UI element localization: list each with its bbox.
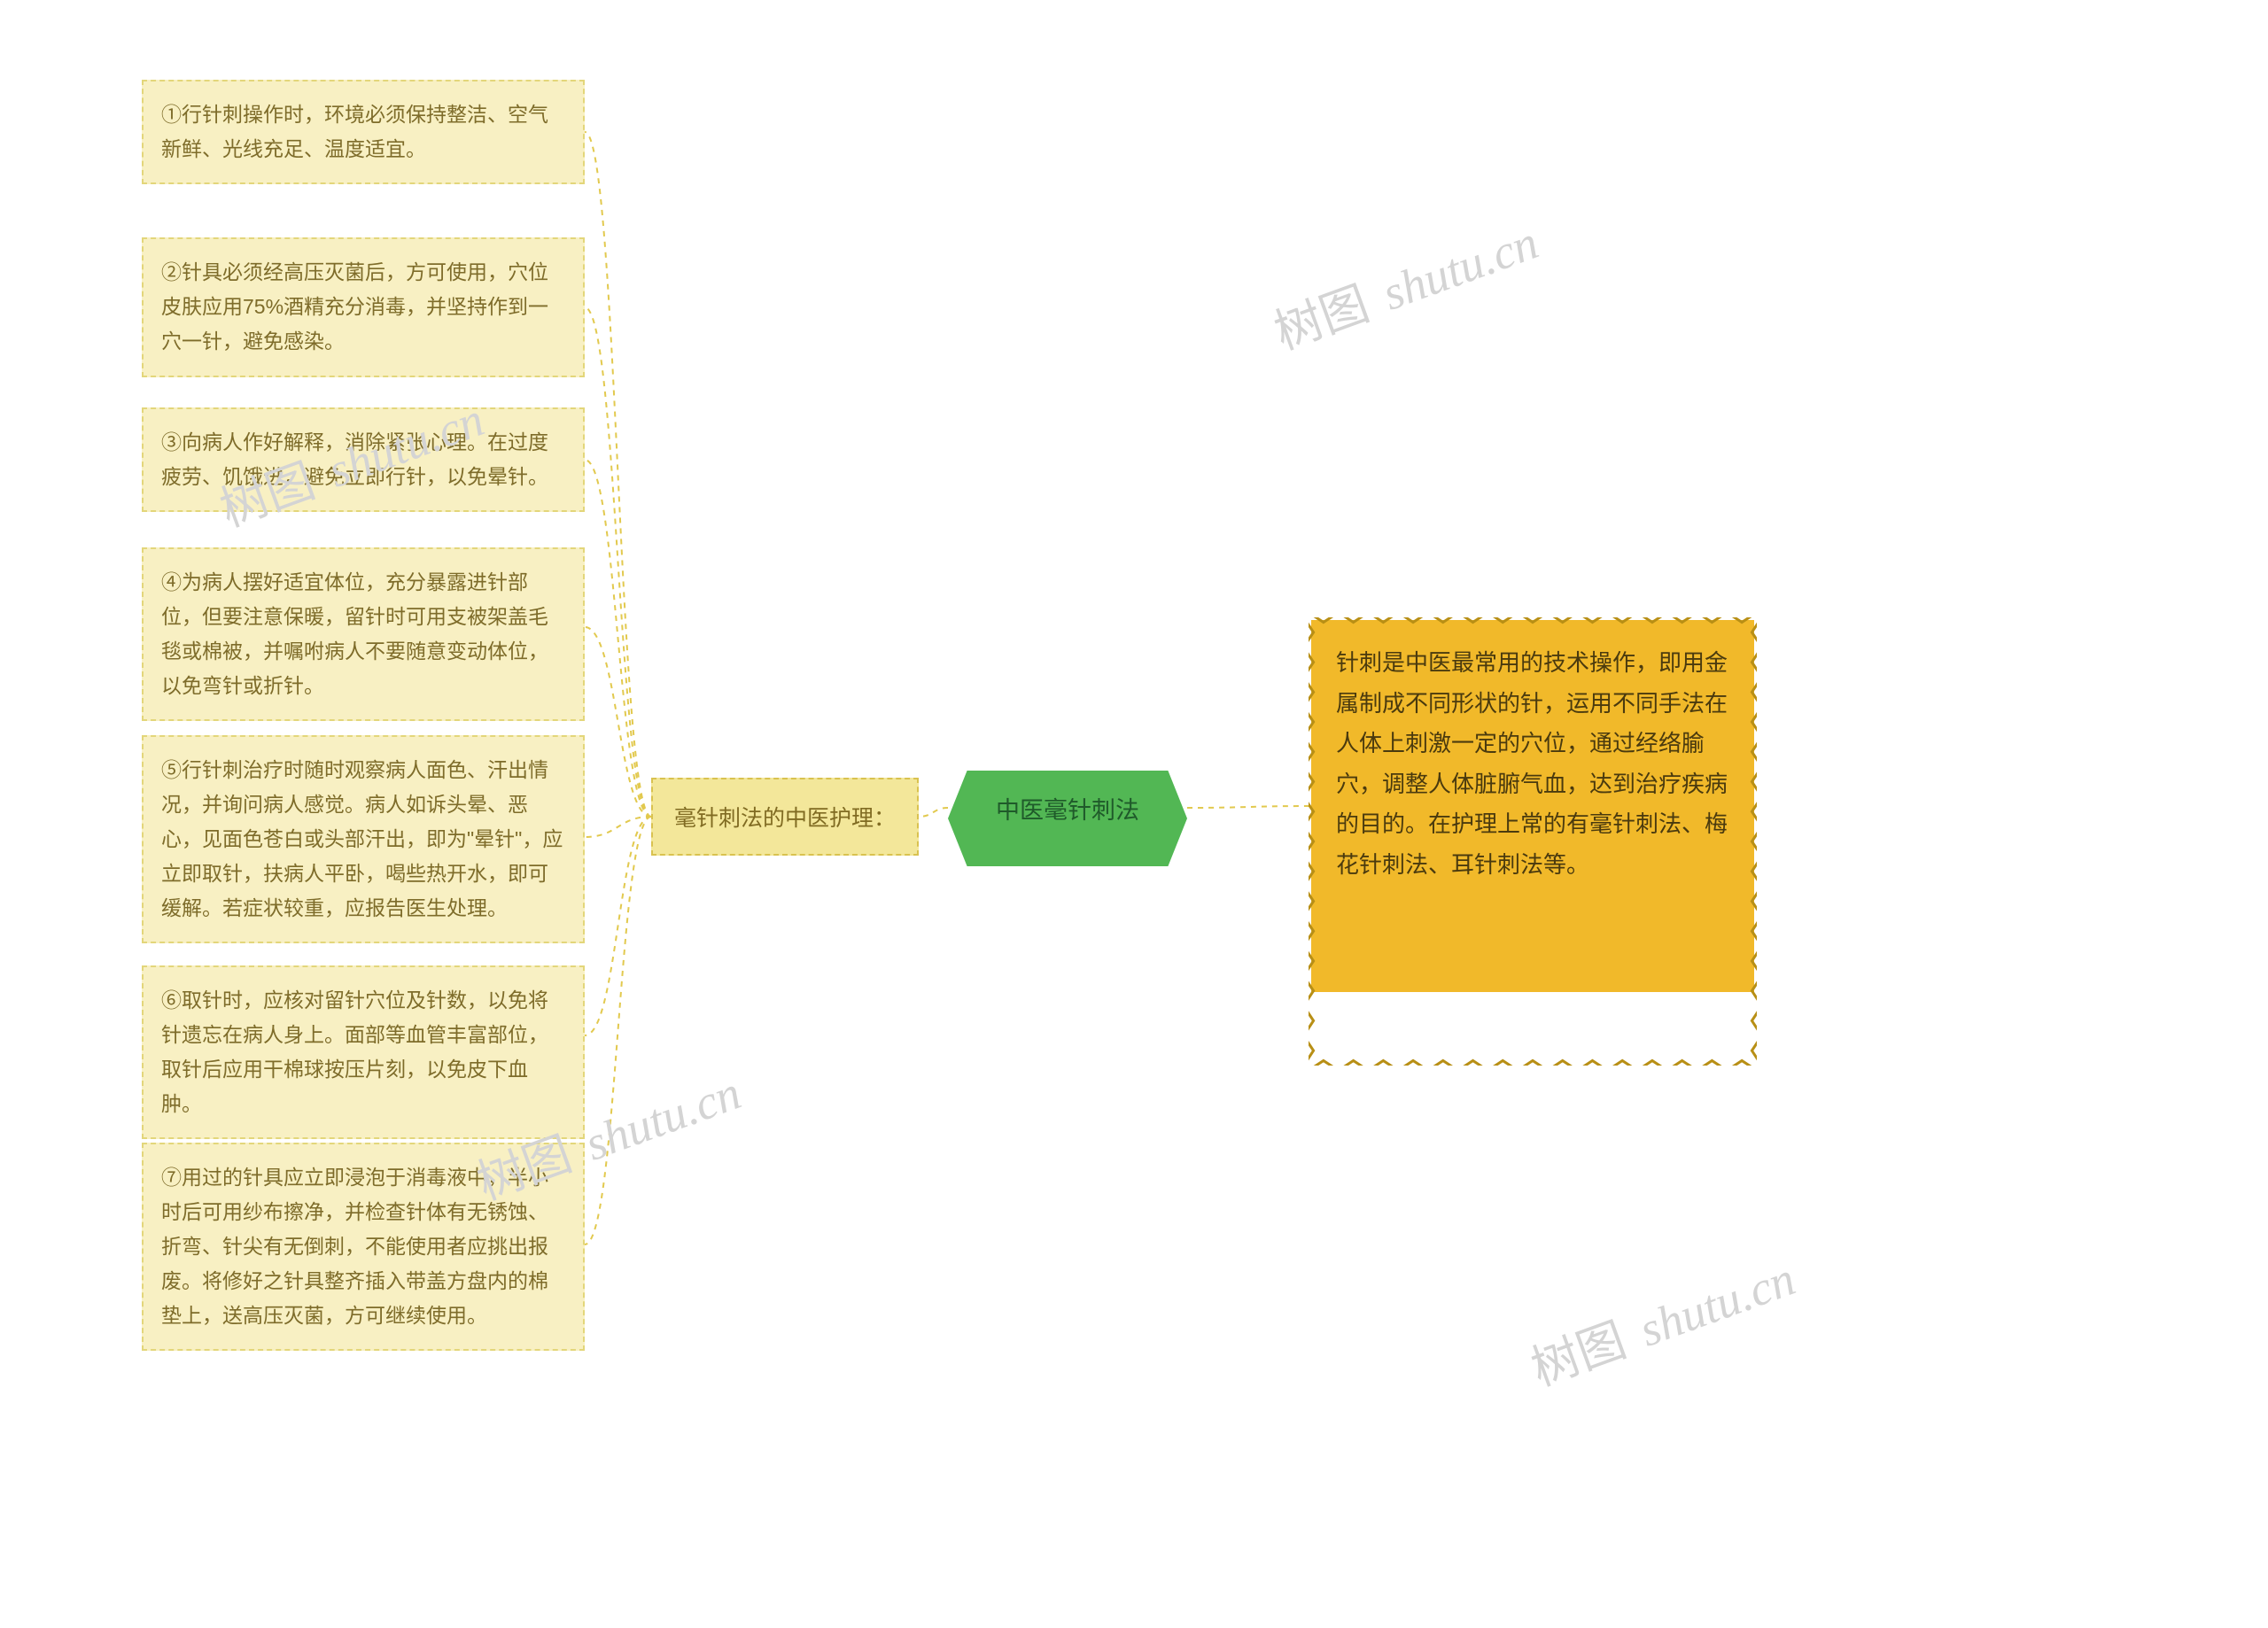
- root-node[interactable]: 中医毫针刺法: [948, 771, 1187, 845]
- left-subheading-label: 毫针刺法的中医护理：: [674, 806, 896, 831]
- leaf-node-7[interactable]: ⑦用过的针具应立即浸泡于消毒液中，半小时后可用纱布擦净，并检查针体有无锈蚀、折弯…: [142, 1143, 585, 1351]
- leaf-text: ④为病人摆好适宜体位，充分暴露进针部位，但要注意保暖，留针时可用支被架盖毛毯或棉…: [161, 570, 548, 697]
- leaf-node-1[interactable]: ①行针刺操作时，环境必须保持整洁、空气新鲜、光线充足、温度适宜。: [142, 80, 585, 184]
- mindmap-canvas: 中医毫针刺法 针刺是中医最常用的技术操作，即用金属制成不同形状的针，运用不同手法…: [0, 0, 2268, 1628]
- right-description-node[interactable]: 针刺是中医最常用的技术操作，即用金属制成不同形状的针，运用不同手法在人体上刺激一…: [1311, 620, 1754, 992]
- leaf-text: ⑥取针时，应核对留针穴位及针数，以免将针遗忘在病人身上。面部等血管丰富部位，取针…: [161, 988, 548, 1115]
- leaf-node-5[interactable]: ⑤行针刺治疗时随时观察病人面色、汗出情况，并询问病人感觉。病人如诉头晕、恶心，见…: [142, 735, 585, 943]
- leaf-text: ⑦用过的针具应立即浸泡于消毒液中，半小时后可用纱布擦净，并检查针体有无锈蚀、折弯…: [161, 1166, 548, 1327]
- leaf-text: ②针具必须经高压灭菌后，方可使用，穴位皮肤应用75%酒精充分消毒，并坚持作到一穴…: [161, 260, 548, 353]
- zigzag-border: [1309, 617, 1757, 1066]
- watermark: 树图 shutu.cn: [1520, 1239, 1803, 1399]
- root-label: 中医毫针刺法: [971, 791, 1164, 826]
- right-description-text: 针刺是中医最常用的技术操作，即用金属制成不同形状的针，运用不同手法在人体上刺激一…: [1336, 649, 1728, 878]
- leaf-text: ③向病人作好解释，消除紧张心理。在过度疲劳、饥饿进，避免立即行针，以免晕针。: [161, 430, 548, 488]
- leaf-node-4[interactable]: ④为病人摆好适宜体位，充分暴露进针部位，但要注意保暖，留针时可用支被架盖毛毯或棉…: [142, 547, 585, 721]
- leaf-node-2[interactable]: ②针具必须经高压灭菌后，方可使用，穴位皮肤应用75%酒精充分消毒，并坚持作到一穴…: [142, 237, 585, 377]
- leaf-text: ①行针刺操作时，环境必须保持整洁、空气新鲜、光线充足、温度适宜。: [161, 103, 548, 160]
- leaf-node-3[interactable]: ③向病人作好解释，消除紧张心理。在过度疲劳、饥饿进，避免立即行针，以免晕针。: [142, 407, 585, 512]
- leaf-node-6[interactable]: ⑥取针时，应核对留针穴位及针数，以免将针遗忘在病人身上。面部等血管丰富部位，取针…: [142, 965, 585, 1139]
- watermark: 树图 shutu.cn: [1263, 203, 1546, 363]
- leaf-text: ⑤行针刺治疗时随时观察病人面色、汗出情况，并询问病人感觉。病人如诉头晕、恶心，见…: [161, 758, 563, 919]
- left-subheading-node[interactable]: 毫针刺法的中医护理：: [651, 778, 919, 856]
